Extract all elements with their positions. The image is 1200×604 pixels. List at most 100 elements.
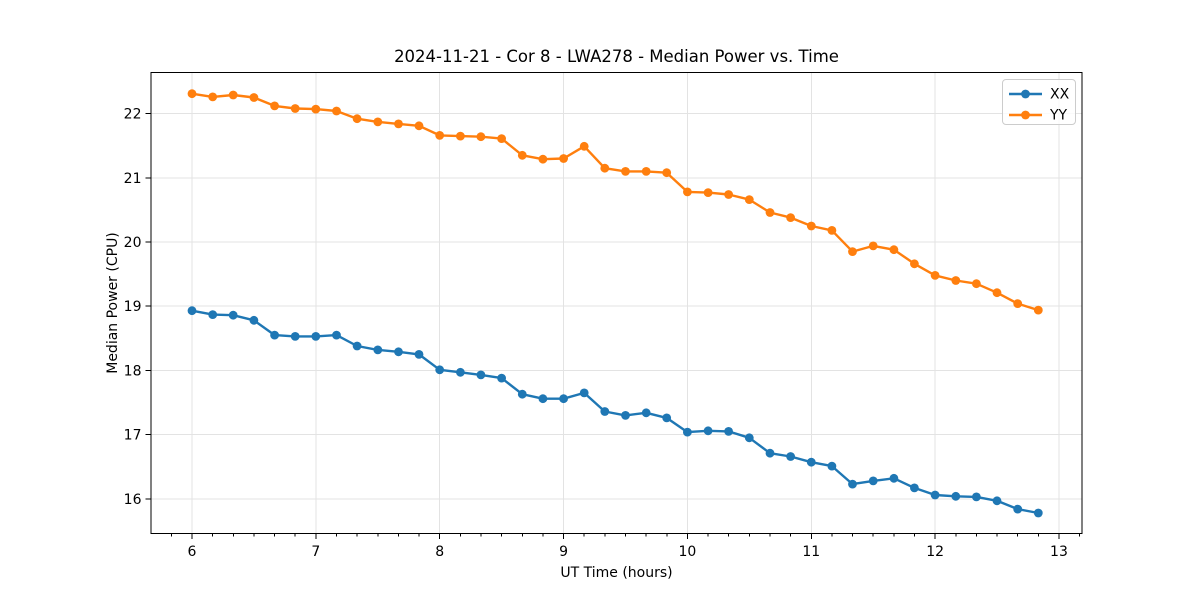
data-point-yy[interactable] <box>517 150 527 160</box>
data-point-xx[interactable] <box>579 388 589 398</box>
data-point-yy[interactable] <box>992 288 1002 298</box>
data-point-yy[interactable] <box>683 187 692 197</box>
data-point-xx[interactable] <box>951 491 961 501</box>
data-point-yy[interactable] <box>1013 299 1023 308</box>
data-point-xx[interactable] <box>744 433 754 443</box>
data-point-xx[interactable] <box>208 310 218 319</box>
data-point-xx[interactable] <box>311 332 321 341</box>
data-point-xx[interactable] <box>703 426 713 436</box>
data-point-yy[interactable] <box>538 154 548 164</box>
data-point-xx[interactable] <box>992 496 1002 506</box>
data-point-yy[interactable] <box>621 167 630 176</box>
data-point-yy[interactable] <box>951 276 961 285</box>
data-point-yy[interactable] <box>187 89 197 99</box>
data-point-xx[interactable] <box>394 347 403 357</box>
data-point-yy[interactable] <box>972 279 981 289</box>
data-point-xx[interactable] <box>765 448 775 458</box>
data-point-xx[interactable] <box>683 427 692 437</box>
data-point-xx[interactable] <box>352 341 362 351</box>
data-point-yy[interactable] <box>476 132 486 142</box>
x-tick-label: 8 <box>435 544 444 560</box>
data-point-xx[interactable] <box>332 330 341 340</box>
data-point-yy[interactable] <box>290 104 300 113</box>
x-axis-label: UT Time (hours) <box>560 565 672 581</box>
data-point-xx[interactable] <box>641 408 651 418</box>
data-point-xx[interactable] <box>868 476 878 486</box>
data-point-yy[interactable] <box>806 221 816 231</box>
data-point-xx[interactable] <box>497 373 506 383</box>
data-point-yy[interactable] <box>373 117 383 127</box>
data-point-yy[interactable] <box>765 208 775 217</box>
data-point-yy[interactable] <box>930 271 940 280</box>
data-point-xx[interactable] <box>724 427 733 436</box>
data-point-yy[interactable] <box>270 101 279 111</box>
x-tick-label: 9 <box>559 544 568 560</box>
data-point-xx[interactable] <box>559 394 568 404</box>
data-point-xx[interactable] <box>972 492 981 502</box>
data-point-yy[interactable] <box>868 241 878 251</box>
data-point-xx[interactable] <box>930 490 940 500</box>
data-point-xx[interactable] <box>414 350 424 359</box>
data-point-xx[interactable] <box>290 332 300 341</box>
chart-title: 2024-11-21 - Cor 8 - LWA278 - Median Pow… <box>394 47 839 66</box>
data-point-yy[interactable] <box>559 154 568 163</box>
data-point-yy[interactable] <box>311 104 321 114</box>
data-point-xx[interactable] <box>786 452 795 461</box>
x-tick-label: 7 <box>311 544 320 560</box>
data-point-yy[interactable] <box>827 226 837 235</box>
data-point-xx[interactable] <box>806 457 816 467</box>
data-point-yy[interactable] <box>786 213 795 223</box>
data-point-xx[interactable] <box>1013 504 1023 514</box>
data-point-yy[interactable] <box>332 106 341 116</box>
data-point-xx[interactable] <box>538 394 548 404</box>
data-point-xx[interactable] <box>270 330 279 340</box>
y-tick-label: 22 <box>124 107 142 123</box>
data-point-yy[interactable] <box>724 190 733 199</box>
data-point-yy[interactable] <box>662 168 672 178</box>
data-point-yy[interactable] <box>744 195 754 205</box>
data-point-xx[interactable] <box>621 411 630 420</box>
data-point-xx[interactable] <box>249 315 259 325</box>
data-point-yy[interactable] <box>889 245 899 255</box>
data-point-xx[interactable] <box>476 370 486 380</box>
x-tick-label: 11 <box>802 544 820 560</box>
data-point-yy[interactable] <box>1033 305 1043 315</box>
data-point-xx[interactable] <box>848 479 857 489</box>
data-point-yy[interactable] <box>848 247 857 256</box>
data-point-xx[interactable] <box>517 389 527 399</box>
data-point-xx[interactable] <box>1033 508 1043 518</box>
data-point-yy[interactable] <box>249 93 259 102</box>
data-point-yy[interactable] <box>600 163 610 173</box>
data-point-yy[interactable] <box>414 121 424 131</box>
legend-label-xx: XX <box>1050 87 1070 103</box>
axes-border <box>150 72 1083 534</box>
legend[interactable]: XX YY <box>1002 79 1076 125</box>
data-point-yy[interactable] <box>579 141 589 151</box>
data-point-yy[interactable] <box>352 114 362 124</box>
legend-marker-icon-yy <box>1021 110 1030 120</box>
data-point-yy[interactable] <box>394 119 403 129</box>
data-point-yy[interactable] <box>641 167 651 176</box>
data-point-xx[interactable] <box>600 407 610 416</box>
data-point-yy[interactable] <box>208 92 218 102</box>
series-layer <box>187 89 1043 518</box>
data-point-yy[interactable] <box>228 90 238 100</box>
data-point-xx[interactable] <box>228 310 238 320</box>
series-line-xx <box>190 309 1040 515</box>
data-point-xx[interactable] <box>662 413 672 423</box>
data-point-xx[interactable] <box>187 306 197 316</box>
data-point-xx[interactable] <box>456 367 465 377</box>
data-point-yy[interactable] <box>910 259 919 269</box>
data-point-xx[interactable] <box>435 365 445 375</box>
data-point-xx[interactable] <box>889 473 899 483</box>
data-point-yy[interactable] <box>456 131 465 141</box>
data-point-yy[interactable] <box>703 188 713 198</box>
data-point-xx[interactable] <box>373 345 383 355</box>
data-point-xx[interactable] <box>827 461 837 471</box>
data-point-xx[interactable] <box>910 483 919 493</box>
legend-box <box>1002 79 1076 125</box>
data-point-yy[interactable] <box>435 131 445 140</box>
data-point-yy[interactable] <box>497 134 506 144</box>
